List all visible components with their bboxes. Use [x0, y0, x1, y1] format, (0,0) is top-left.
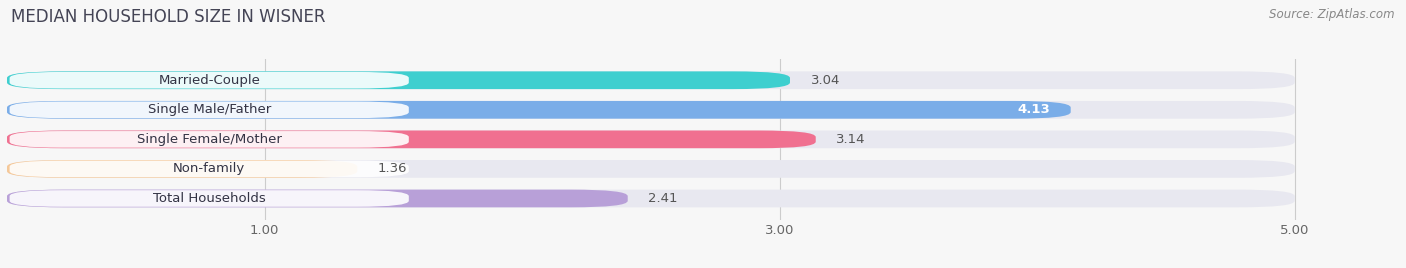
- Text: Single Male/Father: Single Male/Father: [148, 103, 271, 116]
- FancyBboxPatch shape: [7, 160, 1295, 178]
- FancyBboxPatch shape: [10, 102, 409, 118]
- FancyBboxPatch shape: [10, 131, 409, 148]
- FancyBboxPatch shape: [7, 160, 357, 178]
- Text: 4.13: 4.13: [1018, 103, 1050, 116]
- Text: 2.41: 2.41: [648, 192, 678, 205]
- Text: Single Female/Mother: Single Female/Mother: [136, 133, 281, 146]
- Text: Source: ZipAtlas.com: Source: ZipAtlas.com: [1270, 8, 1395, 21]
- FancyBboxPatch shape: [10, 72, 409, 88]
- Text: 1.36: 1.36: [378, 162, 408, 176]
- FancyBboxPatch shape: [7, 131, 1295, 148]
- FancyBboxPatch shape: [7, 190, 627, 207]
- FancyBboxPatch shape: [7, 190, 1295, 207]
- FancyBboxPatch shape: [10, 161, 409, 177]
- Text: Married-Couple: Married-Couple: [159, 74, 260, 87]
- FancyBboxPatch shape: [7, 101, 1295, 119]
- Text: Total Households: Total Households: [153, 192, 266, 205]
- Text: MEDIAN HOUSEHOLD SIZE IN WISNER: MEDIAN HOUSEHOLD SIZE IN WISNER: [11, 8, 326, 26]
- Text: 3.14: 3.14: [837, 133, 866, 146]
- FancyBboxPatch shape: [7, 71, 790, 89]
- Text: Non-family: Non-family: [173, 162, 245, 176]
- Text: 3.04: 3.04: [811, 74, 839, 87]
- FancyBboxPatch shape: [7, 131, 815, 148]
- FancyBboxPatch shape: [10, 190, 409, 207]
- FancyBboxPatch shape: [7, 71, 1295, 89]
- FancyBboxPatch shape: [7, 101, 1071, 119]
